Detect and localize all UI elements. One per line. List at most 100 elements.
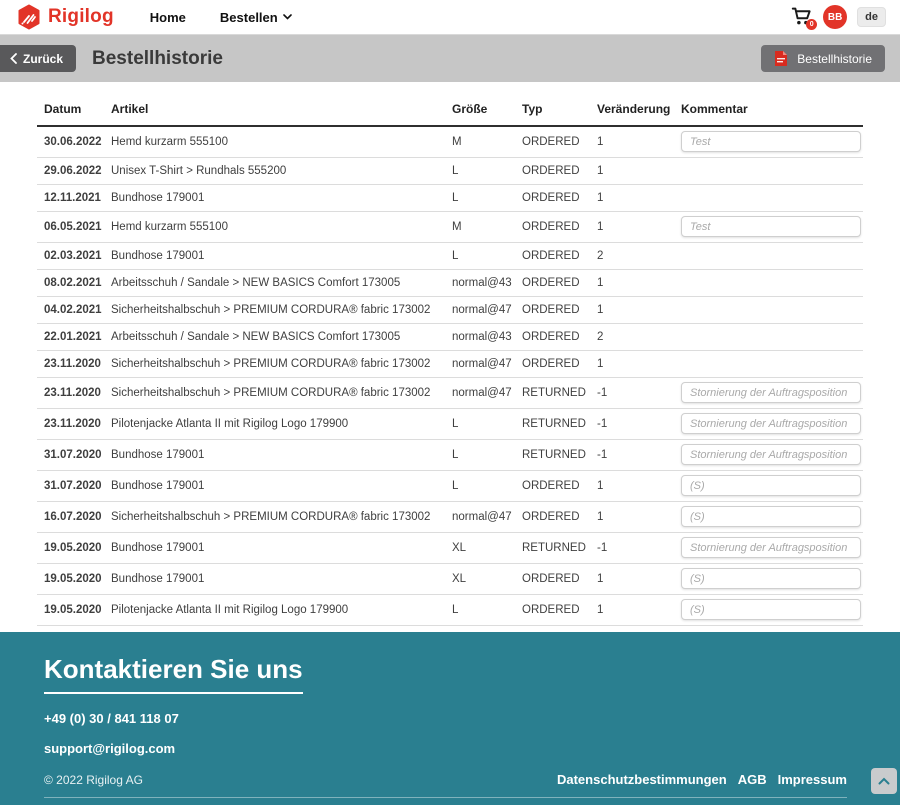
row-change: 1 [590,296,674,324]
row-date: 22.01.2021 [37,323,104,351]
row-comment-cell [674,408,863,440]
row-size: L [445,408,515,440]
comment-input[interactable] [681,413,861,434]
row-comment-cell [674,211,863,243]
language-button[interactable]: de [857,7,886,27]
row-change: 1 [590,211,674,243]
nav-item-home-label: Home [149,9,186,25]
row-comment-cell [674,126,863,158]
row-article: Bundhose 179001 [104,470,445,502]
table-row: 06.05.2021 Hemd kurzarm 555100 M ORDERED… [37,211,863,243]
row-comment-cell [674,377,863,409]
comment-input[interactable] [681,537,861,558]
row-change: 1 [590,594,674,626]
row-article: Pilotenjacke Atlanta II mit Rigilog Logo… [104,408,445,440]
table-row: 30.06.2022 Hemd kurzarm 555100 M ORDERED… [37,126,863,158]
footer-link-datenschutz[interactable]: Datenschutzbestimmungen [556,772,727,787]
back-button[interactable]: Zurück [0,45,77,72]
row-type: RETURNED [515,408,590,440]
table-row: 31.07.2020 Bundhose 179001 L ORDERED 1 [37,470,863,502]
row-type: RETURNED [515,439,590,471]
row-date: 19.05.2020 [37,532,104,564]
comment-input[interactable] [681,131,861,153]
cart-button[interactable]: 0 [791,6,818,30]
row-size: L [445,594,515,626]
table-row: 02.03.2021 Bundhose 179001 L ORDERED 2 [37,242,863,270]
row-comment-cell [674,269,863,297]
footer-link-impressum[interactable]: Impressum [777,772,847,787]
pdf-export-button[interactable]: Bestellhistorie [761,45,885,72]
row-type: ORDERED [515,563,590,595]
comment-input[interactable] [681,216,861,237]
row-size: XL [445,532,515,564]
comment-input[interactable] [681,475,861,496]
column-header-artikel: Artikel [104,102,445,127]
row-article: Bundhose 179001 [104,439,445,471]
chevron-down-icon [282,14,292,20]
row-change: 1 [590,157,674,185]
column-header-datum: Datum [37,102,104,127]
row-type: ORDERED [515,126,590,158]
scroll-to-top-button[interactable] [871,768,897,794]
row-type: ORDERED [515,242,590,270]
comment-input[interactable] [681,382,861,403]
row-size: normal@43 [445,269,515,297]
comment-input[interactable] [681,568,861,589]
table-row: 19.05.2020 Pilotenjacke Atlanta II mit R… [37,594,863,626]
row-size: L [445,439,515,471]
row-size: M [445,211,515,243]
comment-input[interactable] [681,506,861,527]
row-date: 12.11.2021 [37,184,104,212]
nav-item-bestellen[interactable]: Bestellen [220,10,292,25]
table-row: 22.01.2021 Arbeitsschuh / Sandale > NEW … [37,323,863,351]
row-article: Bundhose 179001 [104,184,445,212]
row-comment-cell [674,501,863,533]
table-header-row: Datum Artikel Größe Typ Veränderung Komm… [37,102,863,127]
nav-item-home[interactable]: Home [150,10,186,25]
brand-logo[interactable]: Rigilog [16,4,114,30]
row-change: 1 [590,126,674,158]
row-date: 23.11.2020 [37,377,104,409]
brand-name: Rigilog [48,6,114,27]
chevron-left-icon [10,53,17,64]
row-comment-cell [674,532,863,564]
row-date: 31.07.2020 [37,439,104,471]
row-date: 19.05.2020 [37,594,104,626]
row-size: normal@47 [445,377,515,409]
row-size: L [445,470,515,502]
row-size: XL [445,563,515,595]
footer-email-link[interactable]: support@rigilog.com [44,741,176,756]
row-date: 02.03.2021 [37,242,104,270]
top-navbar: Rigilog Home Bestellen 0 BB de [0,0,900,34]
row-article: Bundhose 179001 [104,532,445,564]
row-type: ORDERED [515,211,590,243]
row-article: Bundhose 179001 [104,242,445,270]
cart-badge: 0 [806,19,818,30]
footer-bottom-row: © 2022 Rigilog AG Datenschutzbestimmunge… [44,772,847,798]
row-size: L [445,242,515,270]
footer-heading: Kontaktieren Sie uns [44,654,303,694]
nav-item-bestellen-label: Bestellen [219,9,278,25]
comment-input[interactable] [681,444,861,465]
row-type: ORDERED [515,296,590,324]
nav-links: Home Bestellen [150,10,292,25]
comment-input[interactable] [681,599,861,620]
row-change: -1 [590,439,674,471]
avatar[interactable]: BB [823,5,848,29]
row-date: 16.07.2020 [37,501,104,533]
row-type: ORDERED [515,269,590,297]
pdf-file-icon [774,50,788,67]
row-size: normal@47 [445,501,515,533]
row-article: Arbeitsschuh / Sandale > NEW BASICS Comf… [104,269,445,297]
table-row: 08.02.2021 Arbeitsschuh / Sandale > NEW … [37,269,863,297]
column-header-typ: Typ [515,102,590,127]
row-type: ORDERED [515,501,590,533]
row-article: Hemd kurzarm 555100 [104,126,445,158]
row-comment-cell [674,296,863,324]
footer-link-agb[interactable]: AGB [737,772,767,787]
row-comment-cell [674,157,863,185]
footer-links: Datenschutzbestimmungen AGB Impressum [557,772,847,787]
row-date: 06.05.2021 [37,211,104,243]
row-change: 1 [590,269,674,297]
row-article: Unisex T-Shirt > Rundhals 555200 [104,157,445,185]
